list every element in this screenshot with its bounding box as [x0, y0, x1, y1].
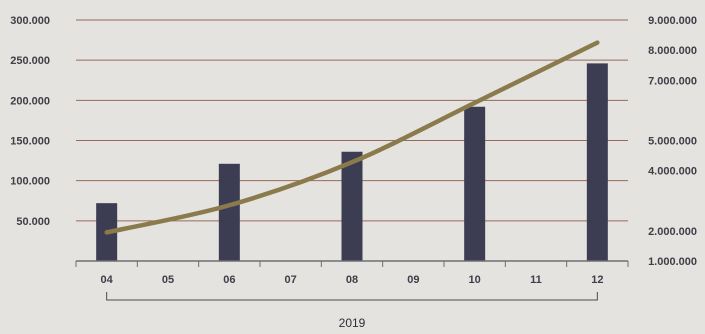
x-tick-label-10: 10 — [469, 274, 481, 286]
bar-12 — [586, 63, 608, 261]
x-tick-label-11: 11 — [530, 274, 542, 286]
bracket-line — [106, 292, 598, 301]
bar-10 — [464, 106, 486, 261]
y-left-tick-label-0: 50.000 — [16, 216, 50, 228]
y-right-tick-label-1: 2.000.000 — [648, 226, 697, 238]
y-left-tick-label-4: 250.000 — [10, 55, 50, 67]
bar-series — [96, 63, 608, 261]
y-left-tick-label-3: 200.000 — [10, 95, 50, 107]
y-right-tick-label-2: 4.000.000 — [648, 166, 697, 178]
line-series — [104, 40, 600, 235]
y-axis-right: 1.000.000 2.000.000 4.000.000 5.000.000 7.00… — [648, 15, 697, 268]
trend-line — [104, 40, 600, 235]
y-right-tick-label-4: 7.000.000 — [648, 75, 697, 87]
x-tick-label-12: 12 — [591, 274, 603, 286]
year-label: 2019 — [339, 316, 366, 330]
bar-08 — [341, 151, 363, 261]
bar-06 — [218, 163, 240, 261]
x-tick-label-05: 05 — [162, 274, 174, 286]
y-right-tick-label-6: 9.000.000 — [648, 15, 697, 27]
y-right-tick-label-0: 1.000.000 — [648, 256, 697, 268]
x-axis: 04 05 06 07 08 09 10 11 12 — [75, 260, 629, 286]
x-tick-label-09: 09 — [407, 274, 419, 286]
x-tick-label-06: 06 — [223, 274, 235, 286]
y-left-tick-label-5: 300.000 — [10, 15, 50, 27]
x-tick-label-04: 04 — [101, 274, 114, 286]
y-right-tick-label-5: 8.000.000 — [648, 45, 697, 57]
year-bracket — [106, 292, 598, 301]
y-axis-left: 50.000 100.000 150.000 200.000 250.000 300.00… — [10, 15, 50, 228]
x-tick-label-07: 07 — [285, 274, 297, 286]
gridlines — [76, 19, 628, 222]
x-tick-label-08: 08 — [346, 274, 358, 286]
y-left-tick-label-1: 100.000 — [10, 176, 50, 188]
y-right-tick-label-3: 5.000.000 — [648, 136, 697, 148]
y-left-tick-label-2: 150.000 — [10, 136, 50, 148]
